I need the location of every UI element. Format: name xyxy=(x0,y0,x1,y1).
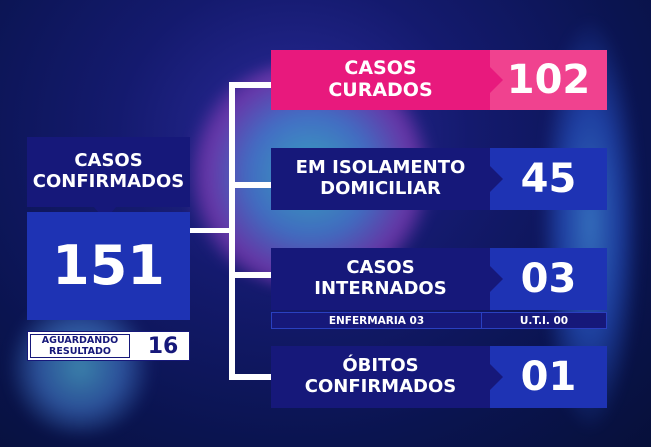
bracket-tick xyxy=(229,182,271,188)
hospital-breakdown: ENFERMARIA 03 U.T.I. 00 xyxy=(271,312,607,329)
bracket-tick xyxy=(229,374,271,380)
deaths-label: ÓBITOS CONFIRMADOS xyxy=(271,346,490,408)
bracket-tick xyxy=(229,272,271,278)
bracket-connector xyxy=(190,228,232,233)
bracket-tick xyxy=(229,82,271,88)
awaiting-value: 16 xyxy=(147,333,179,359)
deaths-value: 01 xyxy=(489,346,607,408)
home-isolation-value: 45 xyxy=(489,148,607,210)
icu-count: U.T.I. 00 xyxy=(519,314,569,327)
awaiting-box: AGUARDANDO RESULTADO 16 xyxy=(27,331,190,361)
home-isolation-label: EM ISOLAMENTO DOMICILIAR xyxy=(271,148,490,210)
hospitalized-label: CASOS INTERNADOS xyxy=(271,248,490,310)
confirmed-label: CASOS CONFIRMADOS xyxy=(27,137,190,207)
bracket-line xyxy=(229,82,235,380)
ward-count: ENFERMARIA 03 xyxy=(272,313,482,328)
confirmed-value: 151 xyxy=(27,212,190,320)
recovered-label: CASOS CURADOS xyxy=(271,50,490,110)
awaiting-label: AGUARDANDO RESULTADO xyxy=(30,334,130,358)
recovered-value: 102 xyxy=(489,50,607,110)
hospitalized-value: 03 xyxy=(489,248,607,310)
virus-image xyxy=(0,300,160,435)
